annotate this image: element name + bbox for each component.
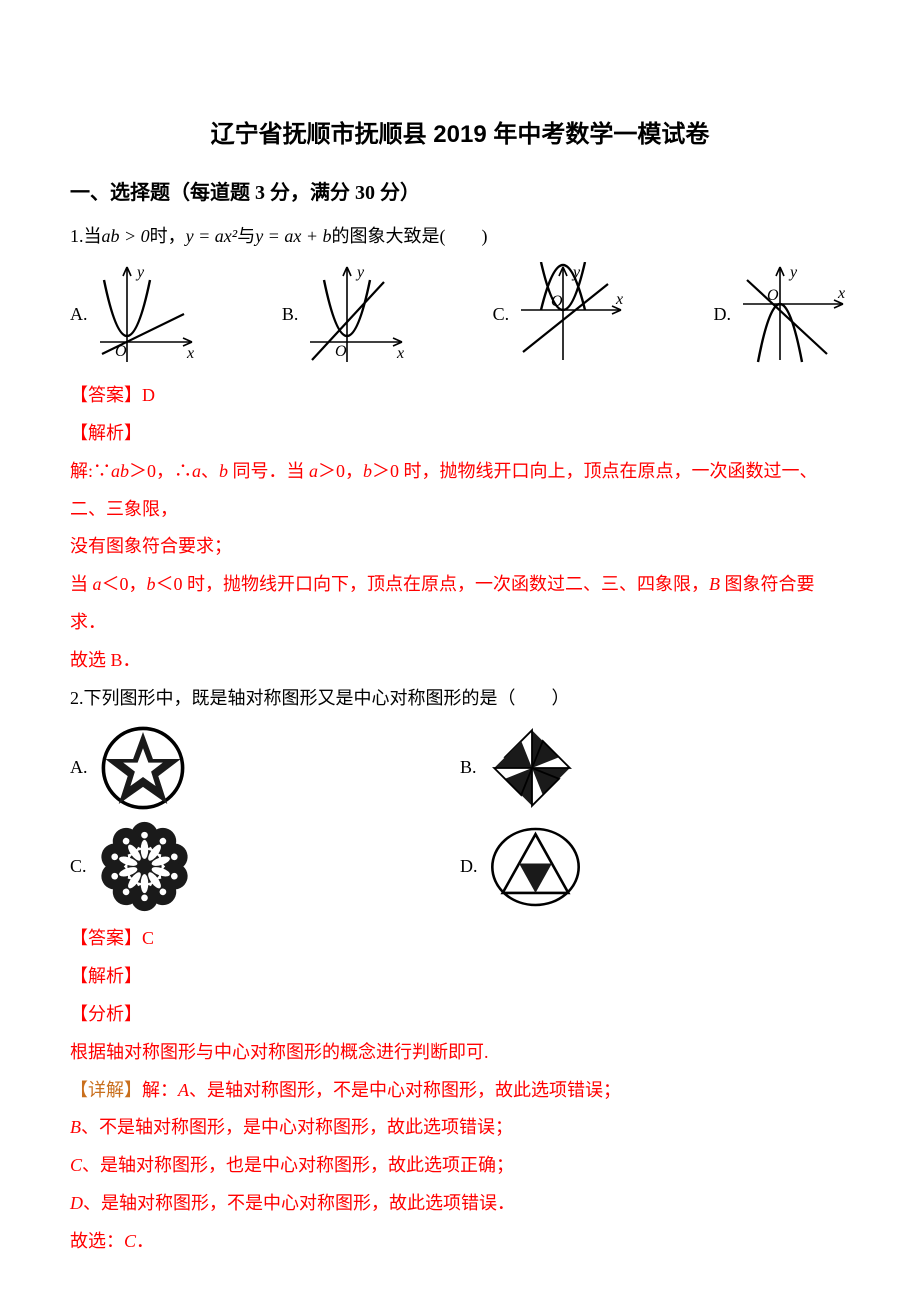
q1-sol-line1: 解:∵ab＞0，∴a、b 同号．当 a＞0，b＞0 时，抛物线开口向上，顶点在原… (70, 453, 850, 529)
t: ＞0，∴ (129, 461, 192, 481)
q1-stem: 1.当ab > 0时，y = ax²与y = ax + b的图象大致是( ) (70, 218, 850, 256)
t: 、是轴对称图形，不是中心对称图形，故此选项错误． (83, 1193, 515, 1213)
answer-label: 【答案】 (70, 928, 142, 948)
t: 同号．当 (228, 461, 309, 481)
t: b (363, 461, 372, 481)
q1-mid: 时， (150, 226, 186, 246)
q2-answer-line: 【答案】C (70, 920, 850, 958)
t: a (93, 574, 102, 594)
t: C (70, 1155, 82, 1175)
svg-text:x: x (396, 345, 404, 362)
t: b (219, 461, 228, 481)
q1-prefix: 1.当 (70, 226, 102, 246)
q2-row-cd: C. (70, 819, 850, 914)
q1-cond: ab > 0 (102, 226, 150, 246)
q2-figure-triangle (488, 822, 583, 912)
t: b (147, 574, 156, 594)
q2-option-d: D. (460, 819, 850, 914)
q1-graph-d: y x O (735, 262, 850, 367)
q1-suffix: 的图象大致是( ) (331, 226, 487, 246)
q1-label-b: B. (282, 296, 299, 334)
t: 、是轴对称图形，不是中心对称图形，故此选项错误； (189, 1080, 621, 1100)
q2-label-a: A. (70, 749, 88, 787)
svg-text:x: x (186, 345, 194, 362)
q2-label-c: C. (70, 848, 87, 886)
q1-graph-a: y x O (92, 262, 197, 367)
q2-detail-d: D、是轴对称图形，不是中心对称图形，故此选项错误． (70, 1185, 850, 1223)
t: a (192, 461, 201, 481)
exam-title: 辽宁省抚顺市抚顺县 2019 年中考数学一模试卷 (70, 110, 850, 160)
q1-answer: D (142, 385, 155, 405)
q2-option-a: A. (70, 723, 460, 813)
q1-sol-line3: 当 a＜0，b＜0 时，抛物线开口向下，顶点在原点，一次函数过二、三、四象限，B… (70, 566, 850, 642)
t: 、不是轴对称图形，是中心对称图形，故此选项错误； (81, 1117, 513, 1137)
q2-figure-star (98, 723, 188, 813)
q2-detail-c: C、是轴对称图形，也是中心对称图形，故此选项正确； (70, 1147, 850, 1185)
t: 故选： (70, 1231, 124, 1251)
q2-label-b: B. (460, 749, 477, 787)
q1-eq1: y = ax² (186, 226, 238, 246)
q1-analysis-label: 【解析】 (70, 415, 850, 453)
answer-label: 【答案】 (70, 385, 142, 405)
q2-answer: C (142, 928, 154, 948)
t: D (70, 1193, 83, 1213)
q1-option-d: D. y x O (713, 262, 850, 367)
q2-label-d: D. (460, 848, 478, 886)
q2-detail-b: B、不是轴对称图形，是中心对称图形，故此选项错误； (70, 1109, 850, 1147)
q2-final: 故选：C． (70, 1223, 850, 1261)
q2-stem: 2.下列图形中，既是轴对称图形又是中心对称图形的是（ ） (70, 680, 850, 718)
q2-figure-pinwheel (487, 723, 577, 813)
q1-graph-b: y x O (302, 262, 407, 367)
q2-line1: 根据轴对称图形与中心对称图形的概念进行判断即可. (70, 1034, 850, 1072)
t: ＜0， (102, 574, 147, 594)
q2-row-ab: A. B. (70, 723, 850, 813)
t: ＞0， (318, 461, 363, 481)
t: A (178, 1080, 189, 1100)
t: ＜0 时，抛物线开口向下，顶点在原点，一次函数过二、三、四象限， (156, 574, 710, 594)
t: C (124, 1231, 136, 1251)
t: 、是轴对称图形，也是中心对称图形，故此选项正确； (82, 1155, 514, 1175)
q1-label-c: C. (493, 296, 510, 334)
q1-label-d: D. (713, 296, 731, 334)
q1-sol-line4: 故选 B． (70, 642, 850, 680)
t: 解:∵ (70, 461, 111, 481)
t: ． (136, 1231, 154, 1251)
q1-options-row: A. y x O B. y x (70, 262, 850, 367)
t: B (70, 1117, 81, 1137)
section-1-heading: 一、选择题（每道题 3 分，满分 30 分） (70, 172, 850, 214)
q2-option-c: C. (70, 819, 460, 914)
svg-text:x: x (615, 291, 623, 308)
svg-text:y: y (788, 264, 798, 281)
svg-text:y: y (355, 264, 365, 281)
t: a (309, 461, 318, 481)
q1-and: 与 (237, 226, 255, 246)
q1-eq2: y = ax + b (255, 226, 331, 246)
page: 辽宁省抚顺市抚顺县 2019 年中考数学一模试卷 一、选择题（每道题 3 分，满… (0, 0, 920, 1311)
q1-option-c: C. y x O (493, 262, 629, 367)
detail-label: 【详解】 (70, 1080, 142, 1100)
t: 、 (201, 461, 219, 481)
svg-text:y: y (135, 264, 145, 281)
q2-figure-flower (97, 819, 192, 914)
svg-text:x: x (837, 285, 845, 302)
q1-option-a: A. y x O (70, 262, 197, 367)
q1-graph-c: y x O (513, 262, 628, 367)
q2-option-b: B. (460, 723, 850, 813)
t: 当 (70, 574, 93, 594)
t: B (709, 574, 720, 594)
q1-sol-line2: 没有图象符合要求； (70, 528, 850, 566)
t: 解： (142, 1080, 178, 1100)
t: ab (111, 461, 129, 481)
q1-answer-line: 【答案】D (70, 377, 850, 415)
q1-option-b: B. y x O (282, 262, 408, 367)
q2-detail-a: 【详解】解：A、是轴对称图形，不是中心对称图形，故此选项错误； (70, 1072, 850, 1110)
q1-label-a: A. (70, 296, 88, 334)
q2-analysis-label: 【解析】 (70, 958, 850, 996)
q2-fenxi-label: 【分析】 (70, 996, 850, 1034)
svg-text:O: O (335, 343, 347, 360)
